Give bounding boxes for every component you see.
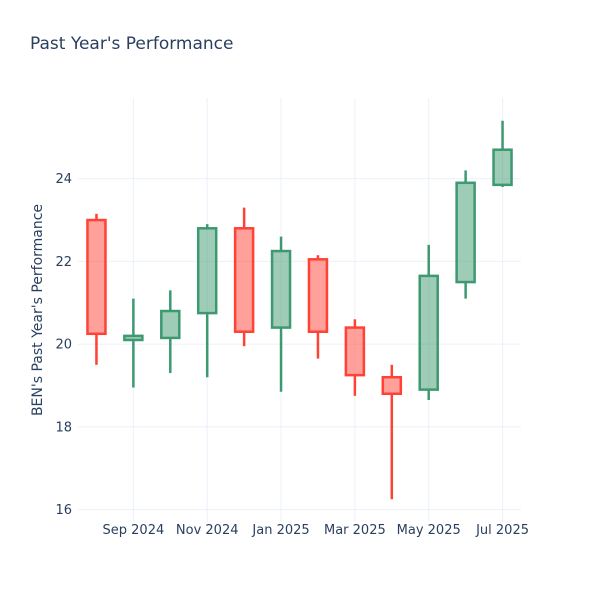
candle-body-nov-2024 xyxy=(196,227,218,315)
y-tick-label: 16 xyxy=(55,503,72,518)
x-tick-label: Jan 2025 xyxy=(251,523,309,538)
candle-body-feb-2025 xyxy=(307,258,329,333)
y-tick-label: 18 xyxy=(55,420,72,435)
candle-body-jul-2025 xyxy=(492,148,513,187)
candle-body-apr-2025 xyxy=(381,375,403,396)
x-tick-label: Mar 2025 xyxy=(324,523,386,538)
candle-body-dec-2024 xyxy=(233,227,255,333)
x-tick-label: Jul 2025 xyxy=(475,523,529,538)
candle-body-mar-2025 xyxy=(344,326,366,377)
candle-body-aug-2024 xyxy=(86,218,107,336)
chart-title: Past Year's Performance xyxy=(30,34,234,54)
x-tick-label: Sep 2024 xyxy=(103,523,165,538)
candle-body-may-2025 xyxy=(418,274,439,391)
y-tick-label: 20 xyxy=(55,338,72,353)
candle-body-jun-2025 xyxy=(455,181,476,284)
candle-body-sep-2024 xyxy=(123,334,144,342)
y-tick-label: 22 xyxy=(55,255,72,270)
x-tick-label: Nov 2024 xyxy=(176,523,239,538)
x-tick-label: May 2025 xyxy=(397,523,461,538)
y-tick-label: 24 xyxy=(55,172,72,187)
candle-body-jan-2025 xyxy=(270,249,292,329)
candle-body-oct-2024 xyxy=(160,309,181,340)
